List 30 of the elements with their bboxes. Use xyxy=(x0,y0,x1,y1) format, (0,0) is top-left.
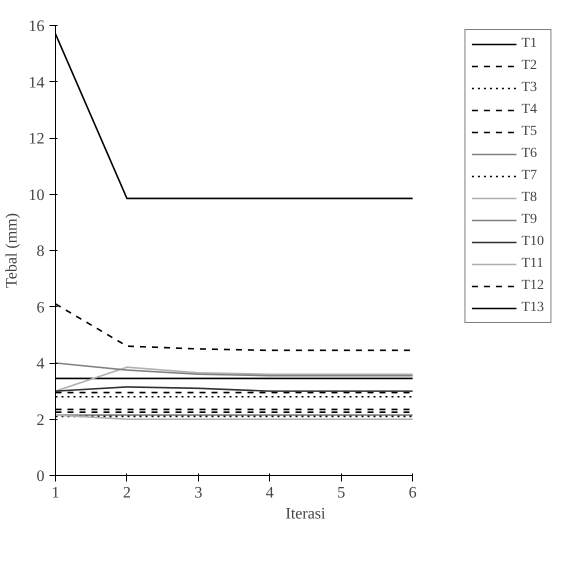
legend-label: T4 xyxy=(521,102,538,118)
y-tick-label: 8 xyxy=(36,243,44,260)
y-tick-label: 0 xyxy=(36,468,44,485)
legend-label: T12 xyxy=(521,278,544,294)
x-tick-label: 4 xyxy=(266,484,274,502)
x-tick-label: 1 xyxy=(52,484,60,502)
y-tick-label: 14 xyxy=(28,74,44,92)
y-tick-label: 2 xyxy=(36,412,44,429)
legend-label: T11 xyxy=(521,256,544,272)
legend-label: T1 xyxy=(521,36,538,52)
y-tick-label: 12 xyxy=(28,130,44,148)
y-tick-label: 4 xyxy=(36,356,44,372)
legend-label: T13 xyxy=(521,300,544,316)
x-tick-label: 3 xyxy=(194,484,202,502)
legend-label: T10 xyxy=(521,234,544,250)
y-axis-title: Tebal (mm) xyxy=(4,213,20,288)
legend-label: T8 xyxy=(521,190,538,206)
legend-label: T9 xyxy=(521,212,538,228)
x-tick-label: 2 xyxy=(122,484,131,502)
legend-label: T3 xyxy=(521,80,538,96)
legend-label: T6 xyxy=(521,146,538,162)
y-tick-label: 16 xyxy=(28,18,44,35)
legend-label: T5 xyxy=(521,124,538,140)
legend-label: T7 xyxy=(521,168,538,184)
x-tick-label: 6 xyxy=(408,484,417,502)
x-axis-title: Iterasi xyxy=(286,506,326,522)
legend-label: T2 xyxy=(521,58,538,74)
y-tick-label: 6 xyxy=(36,299,44,316)
x-tick-label: 5 xyxy=(337,484,346,502)
y-tick-label: 10 xyxy=(28,186,44,204)
